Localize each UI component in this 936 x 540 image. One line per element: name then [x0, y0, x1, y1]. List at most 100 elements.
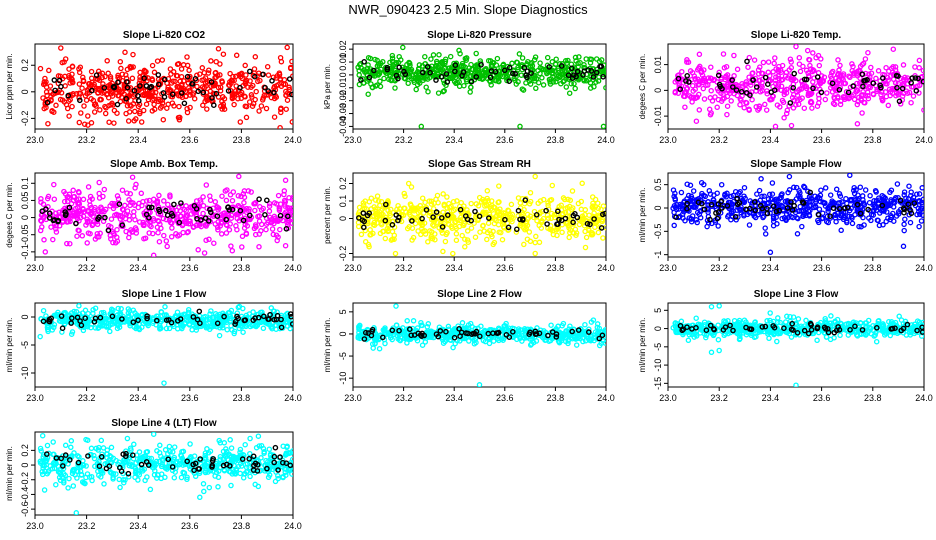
data-point	[80, 205, 86, 212]
reference-point	[419, 215, 425, 222]
data-point	[567, 323, 573, 329]
reference-point	[714, 215, 721, 222]
data-point	[248, 189, 254, 195]
outlier-point	[767, 249, 774, 256]
data-point	[161, 312, 168, 318]
plot-title: Slope Sample Flow	[750, 159, 841, 170]
data-point	[684, 57, 690, 63]
data-point	[165, 86, 171, 93]
data-point	[536, 239, 543, 246]
data-point	[284, 323, 291, 329]
data-point	[256, 244, 262, 250]
data-point	[857, 184, 864, 190]
x-tick-label: 23.0	[659, 263, 677, 273]
data-point	[471, 74, 477, 80]
data-point	[419, 342, 426, 348]
data-point	[136, 80, 143, 86]
data-point	[241, 188, 248, 194]
data-point	[867, 192, 873, 199]
data-point	[824, 213, 831, 220]
data-point	[774, 221, 780, 227]
data-point	[534, 217, 540, 224]
reference-point	[753, 84, 760, 90]
data-point	[829, 198, 835, 204]
reference-point	[156, 208, 163, 215]
data-point	[715, 223, 721, 229]
data-point	[242, 80, 249, 86]
data-point	[859, 193, 866, 199]
data-point	[114, 110, 120, 116]
data-point	[884, 74, 891, 81]
data-point	[430, 52, 437, 58]
reference-point	[424, 64, 431, 70]
reference-point	[361, 59, 368, 65]
data-point	[816, 95, 822, 102]
data-point	[396, 53, 402, 60]
data-point	[771, 60, 777, 67]
data-point	[430, 222, 436, 228]
data-point	[283, 106, 289, 112]
data-point	[127, 63, 133, 70]
reference-point	[162, 207, 169, 214]
data-point	[180, 229, 186, 236]
data-point	[468, 225, 475, 231]
data-point	[844, 218, 850, 224]
data-point	[489, 63, 495, 70]
reference-point	[818, 89, 825, 96]
data-point	[916, 65, 922, 71]
data-point	[585, 226, 592, 232]
data-point	[62, 83, 68, 89]
data-point	[216, 332, 223, 339]
reference-point	[707, 216, 713, 223]
data-point	[223, 230, 230, 236]
data-point	[82, 93, 89, 99]
data-point	[67, 218, 73, 225]
data-point	[167, 194, 173, 200]
reference-point	[189, 81, 196, 87]
data-point	[241, 194, 248, 201]
data-point	[158, 325, 164, 332]
data-point	[241, 199, 247, 206]
x-tick-label: 23.4	[762, 263, 780, 273]
data-point	[88, 96, 94, 102]
data-point	[854, 80, 860, 87]
data-point	[714, 190, 720, 196]
data-point	[484, 202, 490, 209]
outlier-point	[42, 249, 49, 255]
x-tick-label: 23.8	[547, 263, 565, 273]
reference-point	[879, 202, 886, 209]
reference-point	[870, 80, 877, 86]
data-point	[592, 204, 599, 210]
x-tick-label: 23.2	[710, 135, 728, 145]
data-point	[263, 105, 270, 112]
data-point	[746, 74, 752, 80]
data-point	[96, 179, 102, 186]
data-point	[155, 229, 161, 236]
data-point	[239, 244, 245, 250]
data-point	[414, 325, 421, 331]
reference-point	[59, 325, 66, 332]
reference-point	[229, 206, 236, 213]
plot-title: Slope Li-820 Pressure	[427, 30, 532, 41]
reference-point	[556, 216, 562, 223]
data-point	[724, 72, 731, 78]
data-point	[769, 180, 776, 186]
reference-point	[803, 76, 810, 83]
data-point	[463, 55, 470, 61]
y-tick-label: -0.03	[338, 103, 348, 124]
data-point	[136, 219, 143, 225]
data-point	[274, 73, 281, 79]
data-point	[793, 196, 800, 202]
data-point	[94, 234, 100, 240]
data-point	[582, 244, 589, 251]
data-point	[554, 232, 560, 239]
data-point	[159, 57, 166, 63]
reference-point	[66, 204, 73, 211]
data-point	[107, 232, 114, 239]
data-point	[142, 68, 148, 75]
data-point	[132, 216, 138, 223]
data-points	[355, 173, 606, 257]
data-point	[356, 204, 363, 211]
reference-point	[686, 79, 692, 85]
data-point	[796, 61, 803, 67]
